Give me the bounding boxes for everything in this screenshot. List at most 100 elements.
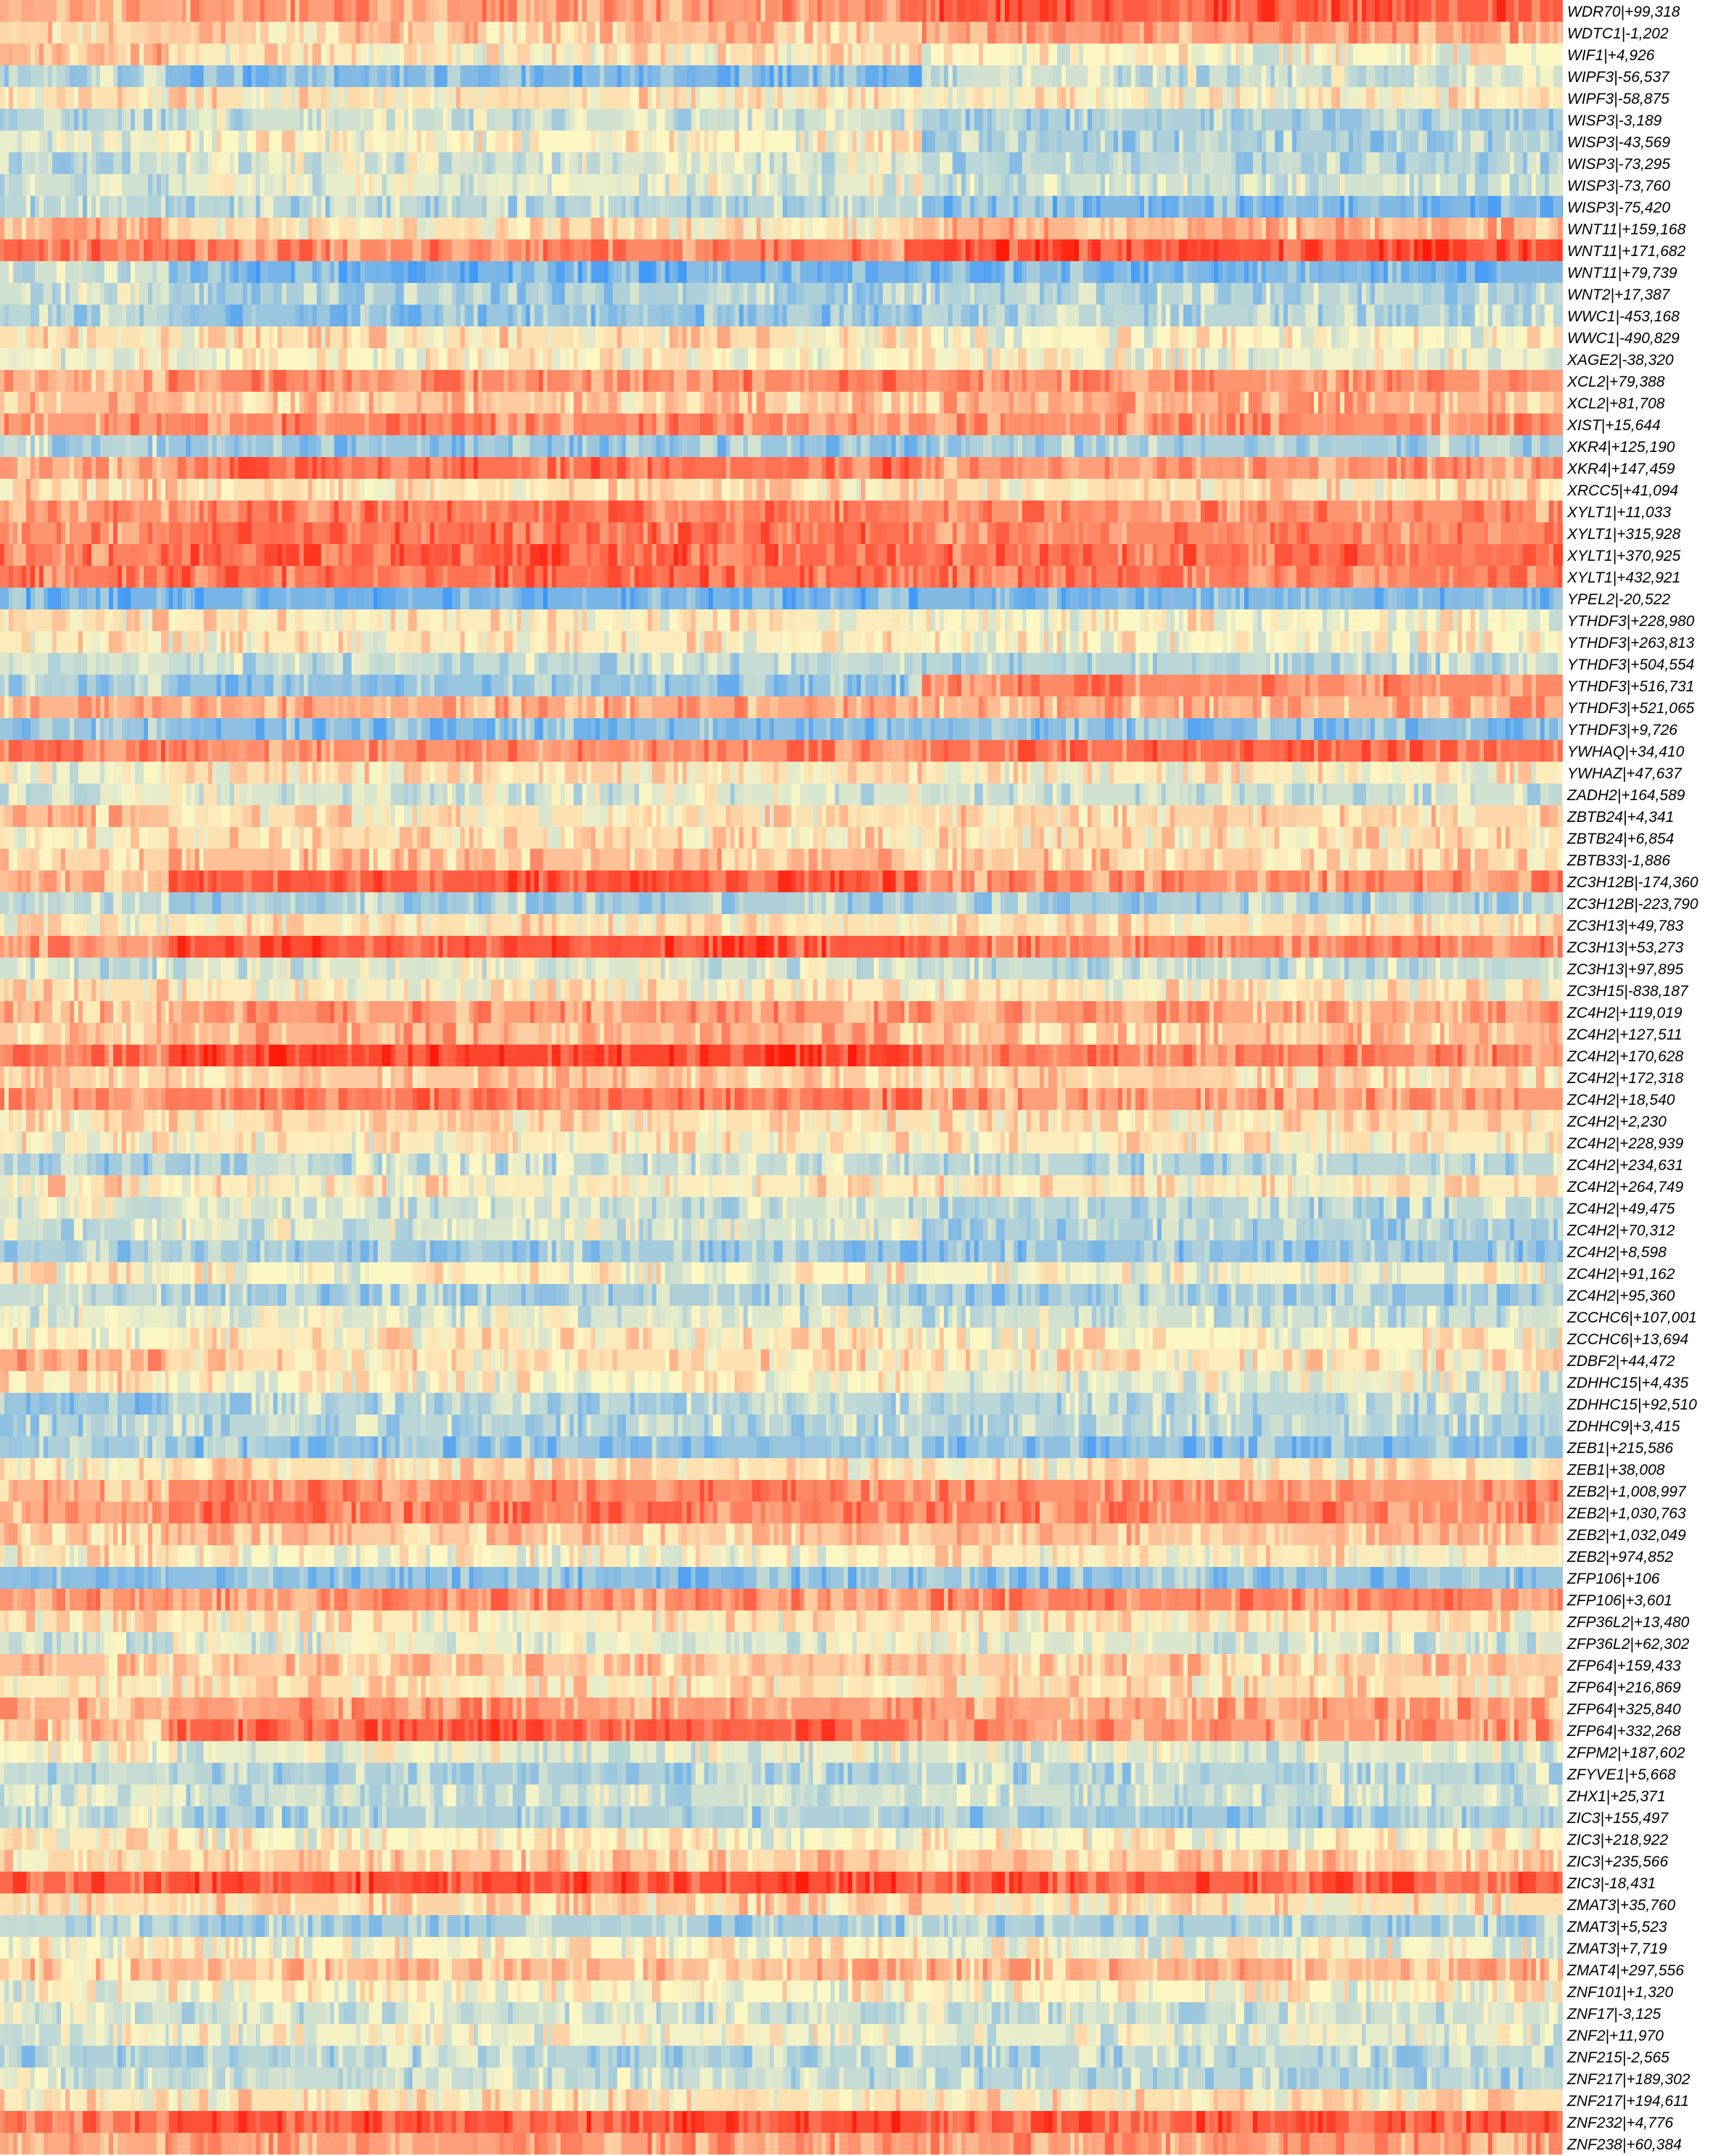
heatmap-cell-stripe: [386, 479, 395, 501]
heatmap-cell-stripe: [499, 283, 509, 305]
heatmap-cell-stripe: [678, 218, 683, 239]
heatmap-cell-stripe: [1479, 305, 1484, 326]
heatmap-cell-stripe: [530, 44, 535, 65]
heatmap-cell-stripe: [1287, 261, 1297, 283]
heatmap-row: [0, 544, 1563, 566]
heatmap-cell-stripe: [451, 109, 465, 131]
heatmap-cell-stripe: [991, 348, 1001, 370]
heatmap-cell-stripe: [1457, 44, 1471, 65]
heatmap-cell-stripe: [234, 392, 239, 413]
heatmap-cell-stripe: [1004, 196, 1009, 218]
heatmap-cell-stripe: [808, 174, 818, 196]
heatmap-cell-stripe: [1170, 370, 1175, 392]
heatmap-cell-stripe: [686, 44, 691, 65]
heatmap-cell-stripe: [808, 566, 813, 588]
heatmap-cell-stripe: [734, 65, 739, 87]
heatmap-cell-stripe: [351, 348, 361, 370]
heatmap-cell-stripe: [791, 457, 805, 479]
heatmap-cell-stripe: [386, 131, 391, 152]
heatmap-cell-stripe: [329, 305, 343, 326]
heatmap-cell-stripe: [1318, 501, 1327, 522]
heatmap-cell-stripe: [1196, 261, 1205, 283]
heatmap-cell-stripe: [194, 392, 200, 413]
heatmap-cell-stripe: [1426, 131, 1436, 152]
heatmap-cell-stripe: [1278, 348, 1283, 370]
heatmap-cell-stripe: [612, 218, 617, 239]
heatmap-cell-stripe: [1413, 457, 1423, 479]
heatmap-cell-stripe: [1252, 479, 1257, 501]
heatmap-cell-stripe: [1505, 479, 1510, 501]
heatmap-cell-stripe: [887, 326, 896, 348]
heatmap-cell-stripe: [1426, 457, 1431, 479]
heatmap-cell-stripe: [495, 131, 509, 152]
heatmap-cell-stripe: [35, 87, 44, 109]
heatmap-cell-stripe: [1022, 196, 1035, 218]
heatmap-cell-stripe: [447, 609, 456, 631]
heatmap-cell-stripe: [869, 65, 879, 87]
heatmap-cell-stripe: [118, 544, 131, 566]
heatmap-cell-stripe: [1022, 609, 1027, 631]
heatmap-cell-stripe: [260, 326, 269, 348]
heatmap-cell-stripe: [1413, 196, 1418, 218]
heatmap-cell-stripe: [921, 501, 935, 522]
heatmap-cell-stripe: [551, 152, 561, 174]
heatmap-cell-stripe: [865, 305, 870, 326]
heatmap-cell-stripe: [390, 65, 395, 87]
heatmap-cell-stripe: [691, 261, 704, 283]
heatmap-cell-stripe: [921, 87, 935, 109]
heatmap-cell-stripe: [956, 65, 970, 87]
heatmap-cell-stripe: [1157, 283, 1162, 305]
heatmap-cell-stripe: [660, 522, 670, 544]
heatmap-cell-stripe: [1339, 109, 1344, 131]
heatmap-cell-stripe: [1392, 218, 1401, 239]
heatmap-cell-stripe: [1165, 65, 1170, 87]
heatmap-cell-stripe: [995, 196, 1005, 218]
heatmap-cell-stripe: [1174, 435, 1179, 457]
heatmap-cell-stripe: [168, 87, 178, 109]
heatmap-cell-stripe: [782, 457, 787, 479]
heatmap-cell-stripe: [65, 283, 70, 305]
heatmap-cell-stripe: [634, 0, 644, 22]
heatmap-cell-stripe: [1039, 239, 1044, 261]
heatmap-cell-stripe: [139, 109, 144, 131]
heatmap-cell-stripe: [1235, 348, 1244, 370]
heatmap-cell-stripe: [194, 326, 200, 348]
heatmap-cell-stripe: [1505, 588, 1514, 609]
heatmap-cell-stripe: [617, 544, 622, 566]
heatmap-cell-stripe: [74, 479, 78, 501]
heatmap-cell-stripe: [634, 109, 648, 131]
heatmap-cell-stripe: [765, 87, 774, 109]
heatmap-cell-stripe: [1426, 522, 1431, 544]
heatmap-cell-stripe: [952, 544, 961, 566]
heatmap-cell-stripe: [1200, 413, 1205, 435]
heatmap-cell-stripe: [443, 566, 448, 588]
heatmap-cell-stripe: [652, 196, 657, 218]
heatmap-cell-stripe: [1022, 65, 1027, 87]
heatmap-cell-stripe: [74, 239, 78, 261]
heatmap-cell-stripe: [212, 348, 217, 370]
heatmap-cell-stripe: [826, 239, 835, 261]
heatmap-cell-stripe: [1331, 457, 1336, 479]
heatmap-cell-stripe: [1096, 348, 1101, 370]
heatmap-cell-stripe: [856, 566, 861, 588]
heatmap-cell-stripe: [1383, 65, 1388, 87]
heatmap-cell-stripe: [591, 239, 604, 261]
heatmap-cell-stripe: [165, 413, 169, 435]
heatmap-cell-stripe: [569, 457, 574, 479]
heatmap-cell-stripe: [734, 218, 744, 239]
heatmap-cell-stripe: [1122, 392, 1135, 413]
heatmap-cell-stripe: [168, 544, 173, 566]
heatmap-cell-stripe: [1405, 588, 1418, 609]
heatmap-cell-stripe: [625, 131, 635, 152]
heatmap-cell-stripe: [1048, 588, 1057, 609]
heatmap-cell-stripe: [255, 65, 269, 87]
heatmap-cell-stripe: [887, 566, 892, 588]
heatmap-cell-stripe: [1043, 348, 1057, 370]
heatmap-cell-stripe: [821, 501, 826, 522]
heatmap-cell-stripe: [813, 22, 818, 44]
heatmap-cell-stripe: [769, 413, 783, 435]
heatmap-cell-stripe: [865, 544, 874, 566]
heatmap-cell-stripe: [604, 196, 609, 218]
heatmap-cell-stripe: [329, 566, 334, 588]
heatmap-cell-stripe: [135, 218, 139, 239]
